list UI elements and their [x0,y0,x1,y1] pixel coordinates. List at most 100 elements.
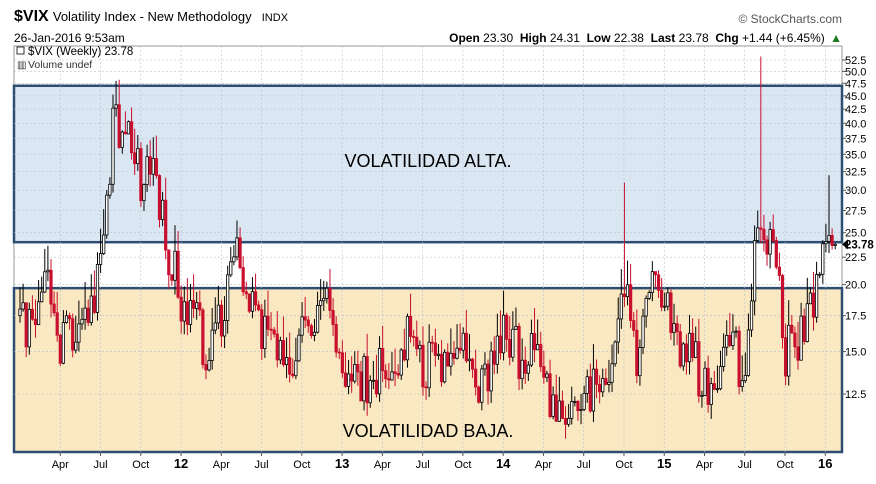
candle-body [483,363,487,370]
candle-body [489,350,493,392]
candle-body [762,228,766,241]
security-name: Volatility Index - New Methodology [52,9,252,24]
candle-body [821,243,825,275]
candle-body [80,318,84,325]
candle-body [576,401,580,412]
candle-body [508,338,512,358]
candle-body [477,386,481,403]
candlestick-series [18,56,837,439]
candle-body [328,287,332,311]
candle-body [563,418,568,425]
candle-body [257,304,261,311]
candle-body [458,347,462,351]
y-tick-label: 32.5 [845,167,866,179]
candle-body [681,343,685,367]
candle-body [647,292,651,299]
candle-body [824,241,828,245]
last-label: Last [650,31,676,45]
x-tick-label: 14 [496,456,511,471]
high-value: 24.31 [549,31,580,45]
candle-body [532,333,537,351]
candle-body [511,328,515,358]
candle-body [802,315,806,342]
x-tick-label: 15 [657,456,671,471]
candle-body [467,358,472,362]
candle-body [811,292,816,318]
candle-body [542,366,546,378]
candle-body [656,274,661,291]
candle-body [557,400,561,422]
x-axis: Apr Jul Oct 12 Apr Jul Oct 13 Apr Jul Oct 14 Apr Jul O… [52,452,833,471]
x-tick-label: 13 [335,456,349,471]
candle-body [501,314,506,354]
candle-body [573,401,577,403]
candle-body [514,325,518,330]
candle-body [176,250,180,298]
candle-body [319,300,323,306]
last-value-marker [842,239,848,250]
candle-body [771,229,775,241]
candle-body [653,271,658,276]
candle-body [77,323,81,343]
candle-body [718,366,723,390]
candle-body [402,349,406,361]
candle-body [774,240,778,268]
candle-body [164,199,168,251]
candle-body [598,383,602,393]
candle-body [700,395,704,397]
candle-body [753,240,757,302]
candle-body [728,335,732,346]
candle-body [805,303,809,342]
candle-body [303,316,307,321]
candle-body [263,315,267,349]
candle-body [359,371,363,402]
candle-body [210,329,214,361]
x-tick-label: Jul [255,459,269,471]
x-tick-label: Oct [454,459,471,471]
candle-body [405,315,410,361]
candle-body [374,379,379,395]
candle-body [433,342,437,356]
brand-watermark[interactable]: © StockCharts.com [738,12,842,26]
candle-body [480,368,484,403]
candle-body [567,417,571,425]
legend-swatch-icon [16,46,25,55]
last-value-label: 23.78 [845,239,874,251]
x-tick-label: Apr [374,459,391,471]
candle-body [71,318,75,351]
candle-body [204,364,208,371]
x-tick-label: Oct [615,459,632,471]
candle-body [694,341,698,358]
candle-body [582,393,586,410]
candle-body [49,269,53,305]
candle-body [439,353,444,383]
candle-body [421,344,425,388]
candle-body [526,364,530,374]
candle-body [492,350,496,365]
y-tick-label: 50.0 [845,66,866,78]
candle-body [536,344,540,351]
candle-body [740,380,744,388]
candle-body [195,302,199,309]
candle-body [706,367,710,405]
candle-body [815,274,819,318]
candle-body [139,148,143,202]
candle-body [523,359,527,374]
candle-body [350,373,354,382]
candle-body [219,304,224,337]
candle-body [288,357,292,375]
candle-body [89,295,93,323]
candle-body [191,299,196,309]
candle-body [58,334,62,364]
candle-body [126,121,131,135]
candle-body [570,401,574,419]
candle-body [588,376,592,412]
candle-body [436,353,441,356]
candle-body [362,356,366,402]
candle-body [61,322,65,364]
candle-body [393,371,397,374]
candle-body [247,293,251,312]
candle-body [86,307,90,323]
candle-body [808,292,813,305]
